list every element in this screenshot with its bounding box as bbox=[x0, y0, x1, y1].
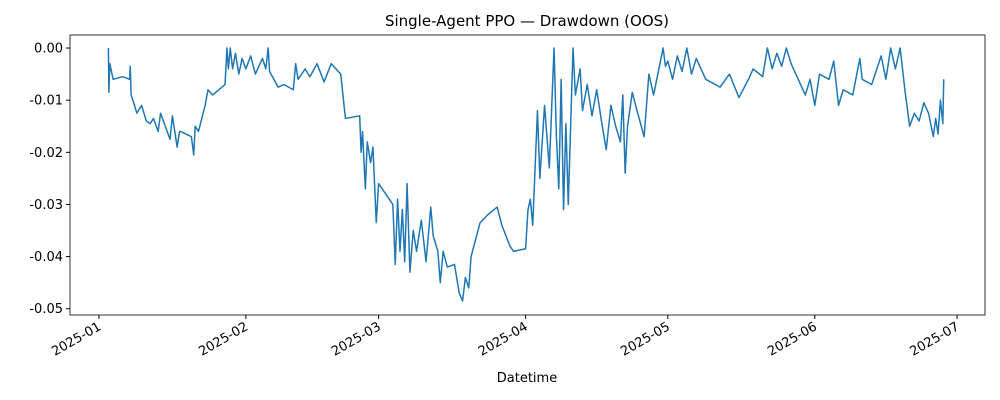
x-tick-label: 2025-04 bbox=[476, 319, 531, 359]
y-tick-label: -0.02 bbox=[29, 146, 63, 161]
x-tick-label: 2025-05 bbox=[618, 319, 673, 359]
x-tick-label: 2025-02 bbox=[196, 319, 251, 359]
y-tick-label: -0.03 bbox=[29, 198, 63, 213]
x-tick-label: 2025-03 bbox=[329, 319, 384, 359]
y-tick-label: -0.04 bbox=[29, 250, 63, 265]
data-line bbox=[107, 47, 945, 302]
plot-frame bbox=[69, 34, 986, 316]
x-tick-label: 2025-07 bbox=[907, 319, 962, 359]
y-tick-label: 0.00 bbox=[34, 42, 63, 57]
y-tick-label: -0.05 bbox=[29, 302, 63, 317]
x-axis-label: Datetime bbox=[497, 371, 557, 386]
y-tick-label: -0.01 bbox=[29, 94, 63, 109]
chart-title: Single-Agent PPO — Drawdown (OOS) bbox=[385, 12, 669, 30]
x-tick-label: 2025-01 bbox=[49, 319, 104, 359]
x-tick-label: 2025-06 bbox=[765, 319, 820, 359]
